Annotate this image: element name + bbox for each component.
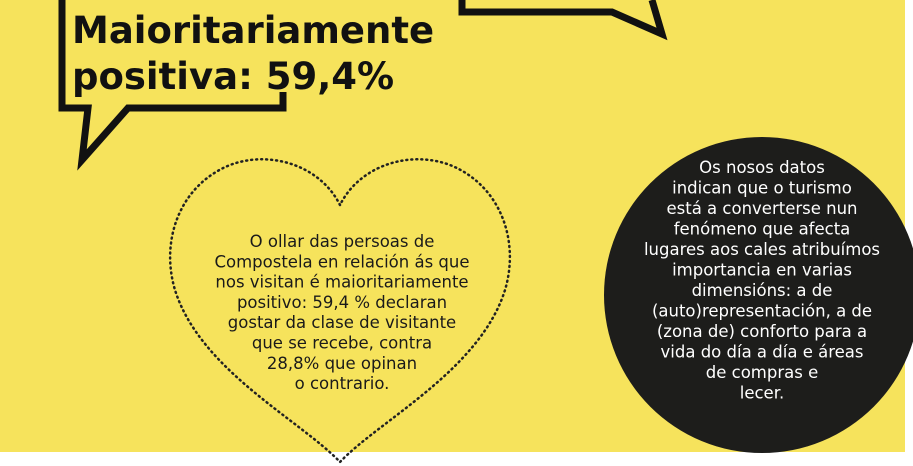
circle-text: Os nosos datos: [699, 158, 825, 177]
heart-text: gostar da clase de visitante: [228, 313, 456, 332]
circle-text: (zona de) conforto para a: [657, 322, 867, 341]
heart-text: o contrario.: [295, 374, 390, 393]
circle-text: fenómeno que afecta: [674, 220, 851, 239]
heart-text: positivo: 59,4 % declaran: [237, 293, 447, 312]
circle-text: (auto)representación, a de: [652, 302, 872, 321]
heading: positiva: 59,4%: [72, 55, 394, 98]
circle: [604, 137, 913, 453]
circle-text: dimensións: a de: [692, 281, 833, 300]
heart-text: que se recebe, contra: [252, 334, 432, 353]
heart-text: 28,8% que opinan: [267, 354, 417, 373]
circle-text: lugares aos cales atribuímos: [644, 240, 880, 259]
heart-outline: [168, 158, 512, 464]
heart-text: O ollar das persoas de: [250, 232, 435, 251]
circle-text: vida do día a día e áreas: [661, 343, 864, 362]
speech-bubble-top: [458, 0, 668, 41]
circle-text: está a converterse nun: [666, 199, 857, 218]
heart-text: Compostela en relación ás que: [214, 252, 469, 271]
heart-text: nos visitan é maioritariamente: [215, 273, 468, 292]
circle-text: lecer.: [740, 384, 784, 403]
speech-bubble: [58, 0, 287, 171]
circle-text: importancia en varias: [672, 261, 852, 280]
circle-text: de compras e: [706, 363, 818, 382]
heading: Maioritariamente: [72, 9, 434, 52]
circle-text: indican que o turismo: [672, 179, 852, 198]
